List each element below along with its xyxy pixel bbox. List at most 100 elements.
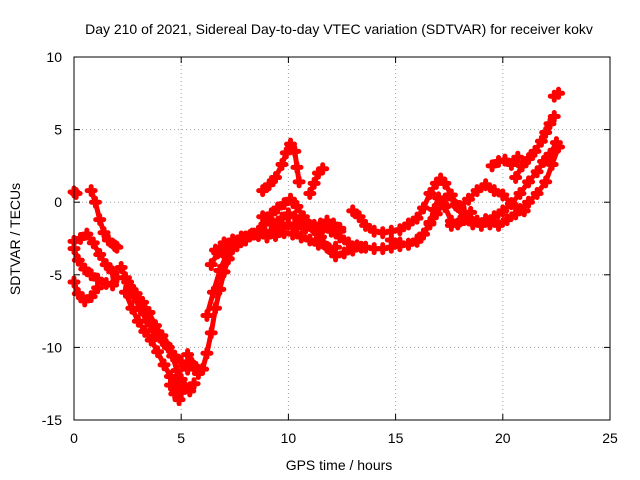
data-point-marker	[290, 200, 304, 214]
data-point-marker	[549, 136, 563, 150]
data-series-7	[118, 285, 188, 399]
data-point-marker	[539, 175, 553, 189]
data-point-marker	[213, 263, 227, 277]
data-point-marker	[200, 346, 214, 360]
data-point-marker	[209, 243, 223, 257]
data-point-marker	[552, 86, 566, 100]
grid	[74, 57, 610, 420]
data-point-marker	[161, 340, 175, 354]
data-point-marker	[346, 243, 360, 257]
data-point-marker	[416, 227, 430, 241]
y-tick-labels: -15 -10 -5 0 5 10	[42, 49, 62, 428]
data-series-23	[509, 110, 561, 185]
data-series-4	[67, 185, 83, 200]
data-point-marker	[93, 247, 107, 261]
data-point-marker	[114, 261, 128, 275]
data-point-marker	[513, 186, 527, 200]
data-point-marker	[314, 230, 328, 244]
data-point-marker	[78, 294, 92, 308]
series-trace	[123, 289, 184, 395]
data-point-marker	[515, 159, 529, 173]
data-point-marker	[271, 201, 285, 215]
data-point-marker	[461, 192, 475, 206]
data-point-marker	[204, 258, 218, 272]
data-point-marker	[131, 314, 145, 328]
data-point-marker	[204, 326, 218, 340]
data-point-marker	[125, 301, 139, 315]
data-point-marker	[410, 234, 424, 248]
data-point-marker	[174, 355, 188, 369]
data-point-marker	[91, 281, 105, 295]
data-point-marker	[537, 155, 551, 169]
data-point-marker	[498, 153, 512, 167]
data-point-marker	[84, 290, 98, 304]
data-point-marker	[487, 210, 501, 224]
data-point-marker	[522, 175, 536, 189]
data-point-marker	[496, 188, 510, 202]
data-point-marker	[172, 393, 186, 407]
data-point-marker	[401, 237, 415, 251]
plot-area	[67, 86, 566, 407]
data-point-marker	[277, 197, 291, 211]
x-tick-labels: 0 5 10 15 20 25	[70, 430, 618, 446]
data-point-marker	[88, 195, 102, 209]
data-point-marker	[307, 176, 321, 190]
data-point-marker	[545, 157, 559, 171]
data-point-marker	[504, 197, 518, 211]
data-point-marker	[479, 213, 493, 227]
data-point-marker	[513, 202, 527, 216]
y-axis-label: SDTVAR / TECUs	[7, 183, 23, 295]
data-series-9	[163, 378, 186, 407]
data-point-marker	[316, 162, 330, 176]
y-tick-label: -15	[42, 412, 62, 428]
data-point-marker	[416, 201, 430, 215]
data-point-marker	[84, 268, 98, 282]
data-point-marker	[181, 348, 195, 362]
data-point-marker	[290, 160, 304, 174]
y-tick-label: 10	[46, 49, 62, 65]
data-point-marker	[151, 345, 165, 359]
data-point-marker	[123, 279, 137, 293]
data-point-marker	[275, 211, 289, 225]
data-point-marker	[284, 192, 298, 206]
data-point-marker	[99, 258, 113, 272]
data-point-marker	[442, 188, 456, 202]
data-point-marker	[543, 147, 557, 161]
data-point-marker	[93, 213, 107, 227]
data-point-marker	[129, 287, 143, 301]
data-point-marker	[80, 227, 94, 241]
data-point-marker	[275, 157, 289, 171]
axis-ticks	[73, 56, 611, 421]
x-tick-label: 0	[70, 430, 78, 446]
data-point-marker	[423, 186, 437, 200]
data-point-marker	[530, 165, 544, 179]
data-point-marker	[269, 218, 283, 232]
data-point-marker	[69, 186, 83, 200]
data-series-3	[67, 275, 105, 308]
data-point-marker	[534, 134, 548, 148]
data-point-marker	[522, 152, 536, 166]
data-series-24	[485, 150, 525, 173]
data-point-marker	[138, 324, 152, 338]
data-point-marker	[539, 126, 553, 140]
data-point-marker	[341, 236, 355, 250]
data-point-marker	[86, 236, 100, 250]
data-series-25	[547, 86, 566, 103]
x-tick-label: 25	[602, 430, 618, 446]
data-point-marker	[144, 333, 158, 347]
x-tick-label: 5	[177, 430, 185, 446]
data-point-marker	[333, 230, 347, 244]
x-axis-label: GPS time / hours	[286, 457, 393, 473]
data-point-marker	[487, 184, 501, 198]
chart-title: Day 210 of 2021, Sidereal Day-to-day VTE…	[85, 21, 593, 37]
y-tick-label: 0	[54, 194, 62, 210]
data-point-marker	[288, 210, 302, 224]
data-point-marker	[329, 249, 343, 263]
data-point-marker	[219, 249, 233, 263]
data-point-marker	[155, 329, 169, 343]
data-point-marker	[337, 246, 351, 260]
data-point-marker	[511, 150, 525, 164]
data-point-marker	[393, 223, 407, 237]
